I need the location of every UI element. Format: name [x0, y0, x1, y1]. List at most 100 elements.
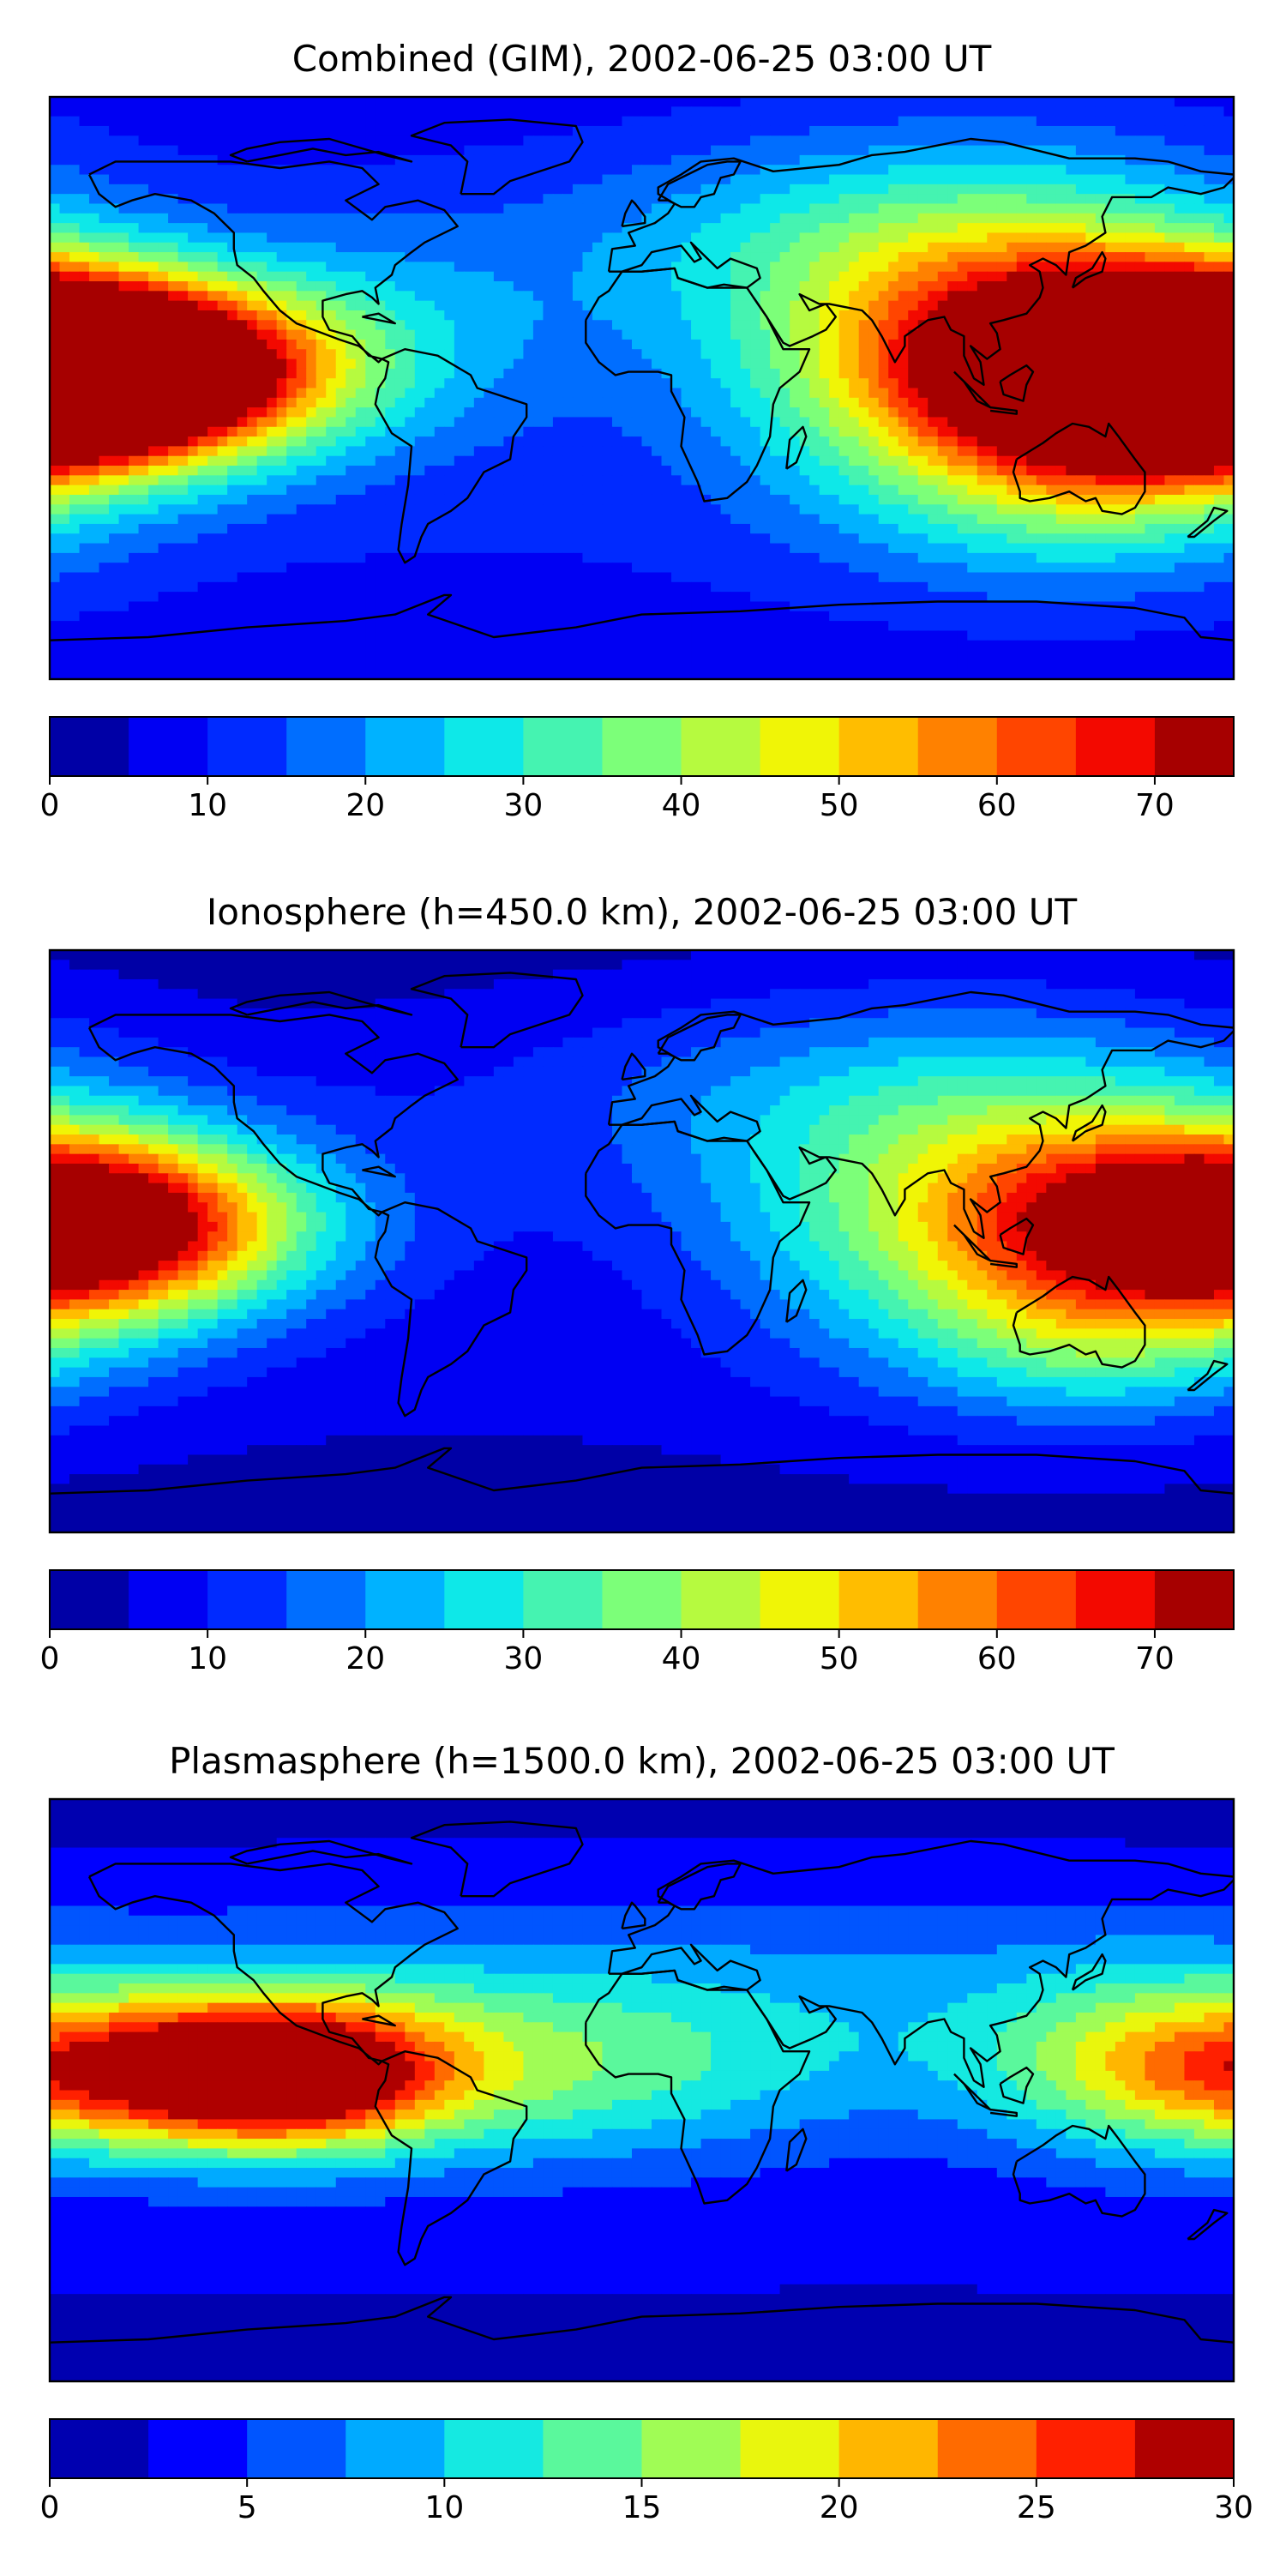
tec-cell [681, 106, 692, 117]
tec-cell [513, 116, 524, 127]
tec-cell [977, 446, 988, 457]
tec-cell [750, 300, 761, 311]
tec-cell [247, 475, 258, 486]
tec-cell [809, 223, 820, 234]
tec-cell [592, 320, 604, 331]
tec-cell [335, 466, 346, 476]
tec-cell [937, 368, 948, 379]
tec-cell [69, 184, 81, 195]
tec-cell [1016, 291, 1027, 302]
tec-cell [50, 213, 61, 224]
tec-cell [868, 203, 880, 214]
tec-cell [1095, 368, 1106, 379]
tec-cell [434, 329, 445, 340]
tec-cell [740, 378, 751, 389]
tec-cell [987, 485, 998, 496]
tec-cell [177, 310, 189, 321]
tec-cell [503, 184, 514, 195]
tec-cell [740, 436, 751, 447]
tec-cell [681, 466, 692, 476]
tec-cell [434, 455, 445, 466]
tec-cell [631, 291, 643, 302]
tec-cell [1174, 174, 1186, 185]
tec-cell [602, 154, 613, 166]
tec-cell [1095, 466, 1106, 476]
tec-cell [99, 339, 110, 350]
tec-cell [296, 310, 307, 321]
tec-cell [602, 174, 613, 185]
tec-cell [1075, 475, 1086, 486]
tec-cell [1055, 358, 1067, 370]
tec-cell [296, 232, 307, 244]
tec-cell [1193, 281, 1205, 292]
tec-cell [444, 485, 455, 496]
tec-cell [513, 310, 524, 321]
tec-cell [1193, 223, 1205, 234]
tec-cell [878, 397, 889, 408]
tec-cell [247, 466, 258, 476]
tec-cell [1134, 349, 1146, 360]
tec-cell [829, 475, 840, 486]
tec-cell [1134, 378, 1146, 389]
tec-cell [168, 194, 179, 205]
tec-cell [967, 291, 978, 302]
tec-cell [177, 232, 189, 244]
tec-cell [622, 194, 633, 205]
tec-cell [197, 426, 208, 437]
tec-cell [1213, 300, 1225, 311]
tec-cell [1223, 349, 1234, 360]
tec-cell [315, 466, 327, 476]
tec-cell [878, 329, 889, 340]
tec-cell [247, 213, 258, 224]
tec-cell [622, 232, 633, 244]
tec-cell [256, 455, 267, 466]
tec-cell [99, 165, 110, 176]
tec-cell [1164, 145, 1175, 156]
tec-cell [1007, 329, 1018, 340]
tec-cell [256, 320, 267, 331]
tec-cell [444, 368, 455, 379]
tec-cell [878, 125, 889, 136]
tec-cell [315, 397, 327, 408]
tec-cell [700, 494, 712, 505]
tec-cell [227, 242, 238, 253]
tec-cell [79, 135, 90, 147]
tec-cell [118, 194, 129, 205]
tec-cell [138, 116, 149, 127]
tec-cell [493, 339, 504, 350]
tec-cell [868, 194, 880, 205]
tec-cell [858, 388, 869, 399]
tec-cell [177, 339, 189, 350]
tec-cell [770, 242, 781, 253]
tec-cell [1213, 242, 1225, 253]
tec-cell [493, 494, 504, 505]
tec-cell [484, 417, 495, 428]
tec-cell [89, 242, 100, 253]
tec-cell [829, 339, 840, 350]
tec-cell [375, 174, 386, 185]
tec-cell [838, 174, 850, 185]
tec-cell [1213, 154, 1225, 166]
tec-cell [1036, 291, 1047, 302]
tec-cell [197, 97, 208, 107]
tec-cell [1115, 407, 1127, 418]
tec-cell [89, 417, 100, 428]
tec-cell [888, 310, 899, 321]
tec-cell [691, 106, 702, 117]
tec-cell [799, 300, 810, 311]
tec-cell [562, 291, 574, 302]
tec-cell [838, 97, 850, 107]
tec-cell [858, 184, 869, 195]
tec-cell [89, 271, 100, 282]
tec-cell [819, 125, 830, 136]
tec-cell [405, 242, 416, 253]
tec-cell [79, 174, 90, 185]
tec-cell [59, 291, 70, 302]
tec-cell [326, 407, 337, 418]
tec-cell [819, 397, 830, 408]
tec-cell [681, 485, 692, 496]
tec-cell [207, 417, 219, 428]
tec-cell [711, 271, 722, 282]
tec-cell [917, 349, 928, 360]
tec-cell [237, 300, 248, 311]
